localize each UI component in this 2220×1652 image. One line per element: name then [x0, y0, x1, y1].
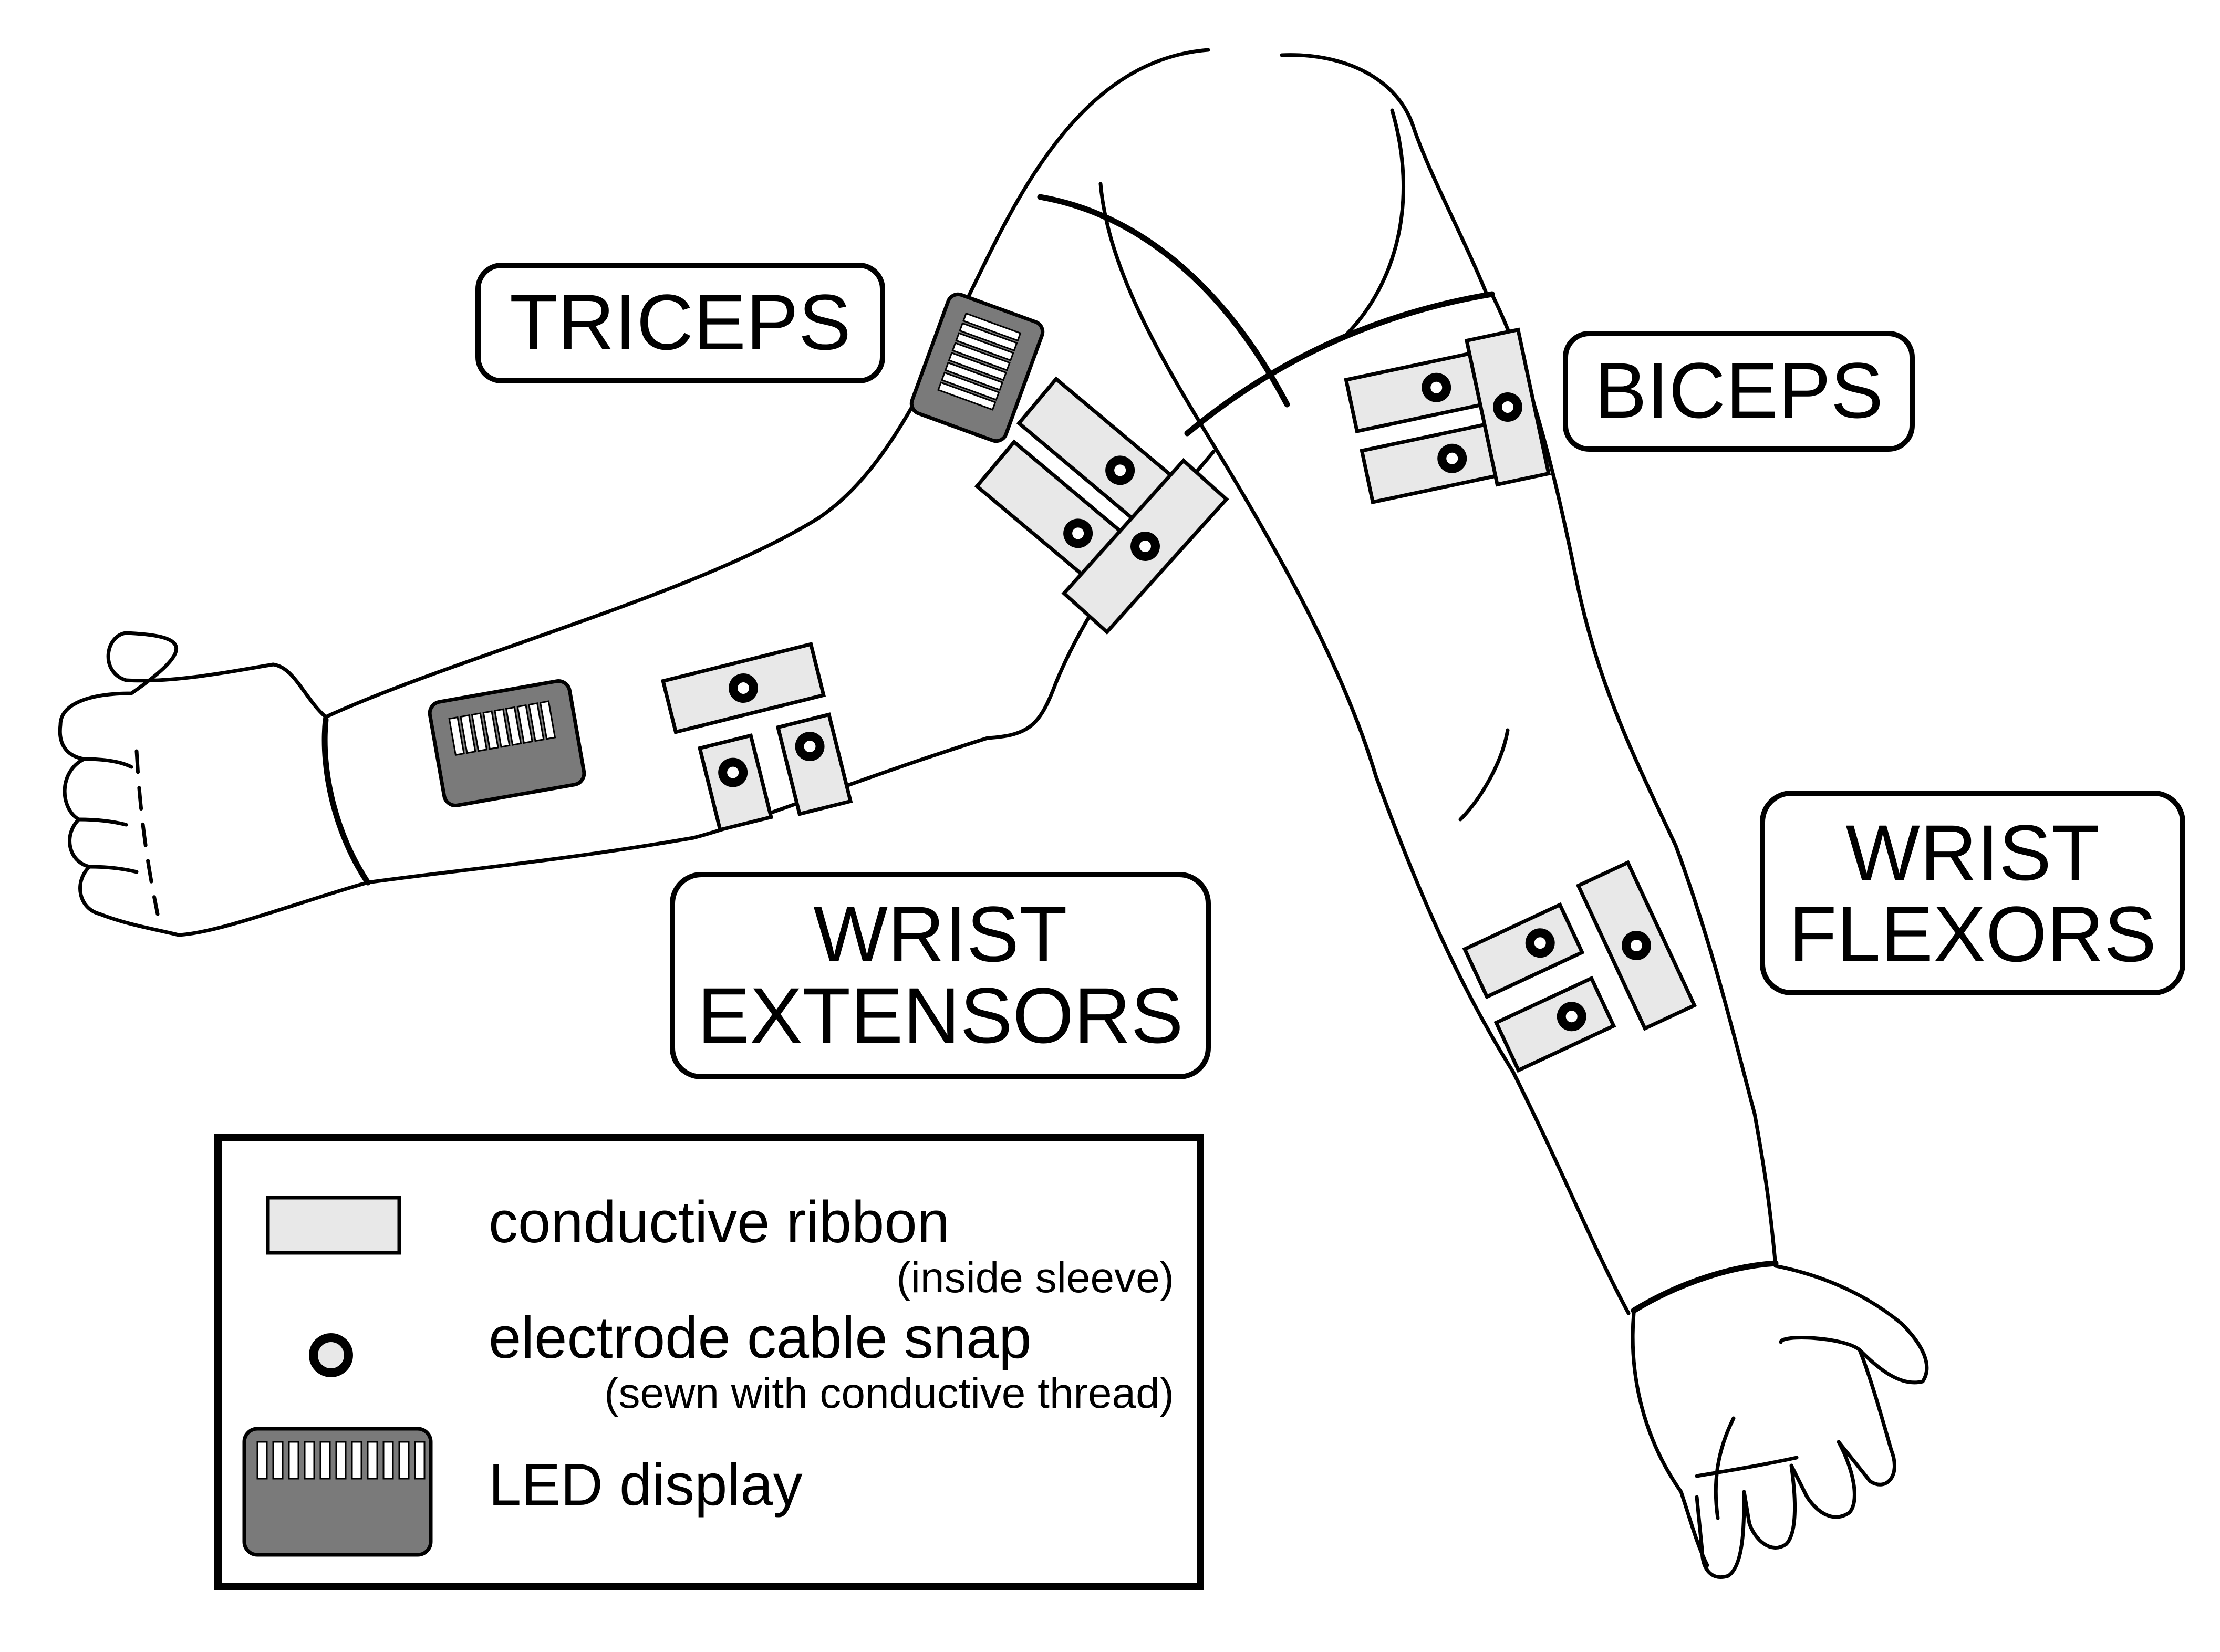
legend-snap-note: (sewn with conductive thread)	[604, 1369, 1174, 1417]
ribbon-flexors-1	[1462, 902, 1585, 1000]
left-hand-knuckle-2	[77, 817, 128, 827]
label-wrist-flexors-line1: WRIST	[1845, 808, 2099, 897]
legend-ribbon-label: conductive ribbon	[489, 1189, 950, 1255]
legend-snap-label: electrode cable snap	[489, 1305, 1032, 1370]
label-wrist-extensors-line2: EXTENSORS	[697, 971, 1183, 1059]
left-arm-shoulder-band	[1037, 194, 1290, 408]
legend-ribbon-swatch	[266, 1196, 401, 1255]
label-wrist-flexors-line2: FLEXORS	[1789, 890, 2156, 978]
ribbon-extensors-1	[660, 642, 826, 734]
wrist-extensors-electrodes	[428, 642, 853, 832]
right-arm-outer-outline	[1490, 292, 1778, 1268]
ribbon-flexors-2	[1493, 975, 1616, 1073]
right-arm-shoulder-top	[1280, 53, 1489, 296]
label-biceps: BICEPS	[1563, 331, 1915, 452]
biceps-electrodes	[1344, 327, 1551, 505]
right-arm-elbow-crease	[1458, 728, 1510, 822]
right-arm-shoulder-seam	[1343, 108, 1405, 338]
legend-snap-icon	[309, 1333, 353, 1377]
ribbon-biceps-1	[1344, 349, 1493, 434]
led-segments	[937, 312, 1022, 411]
left-hand-knuckle-1	[82, 757, 133, 769]
left-hand-finger-line	[134, 749, 160, 916]
right-arm	[1098, 53, 1929, 1579]
ribbon-extensors-3	[775, 712, 853, 816]
legend-led-label: LED display	[489, 1452, 803, 1518]
led-segments	[448, 700, 556, 756]
label-wrist-extensors: WRIST EXTENSORS	[670, 872, 1211, 1079]
ribbon-biceps-2	[1360, 420, 1509, 505]
triceps-electrodes	[909, 292, 1229, 635]
right-hand	[1631, 1264, 1929, 1579]
right-arm-cuff	[1631, 1260, 1779, 1314]
ribbon-biceps-3	[1464, 327, 1551, 487]
right-arm-upper-band	[1184, 291, 1495, 437]
label-triceps: TRICEPS	[475, 263, 885, 383]
right-hand-palm-line-1	[1714, 1416, 1736, 1520]
label-biceps-text: BICEPS	[1594, 346, 1883, 434]
ribbon-flexors-3	[1575, 860, 1697, 1031]
left-arm-cuff	[321, 716, 371, 886]
legend-led-icon	[242, 1427, 433, 1557]
wrist-flexors-electrodes	[1462, 860, 1697, 1073]
left-arm-upper-outline	[324, 48, 1210, 719]
label-wrist-extensors-line1: WRIST	[813, 890, 1067, 978]
right-arm-inner-outline	[1098, 182, 1631, 1315]
legend: conductive ribbon (inside sleeve) electr…	[214, 1134, 1204, 1590]
left-hand-knuckle-3	[87, 865, 139, 874]
left-hand	[58, 631, 370, 937]
label-triceps-text: TRICEPS	[510, 278, 851, 366]
led-display-triceps	[909, 292, 1045, 443]
label-wrist-flexors: WRIST FLEXORS	[1760, 791, 2185, 995]
right-hand-palm-line-2	[1695, 1456, 1799, 1478]
ribbon-extensors-2	[697, 733, 774, 832]
led-display-extensors	[428, 679, 586, 807]
ribbon-triceps-3	[1061, 458, 1229, 635]
legend-ribbon-note: (inside sleeve)	[896, 1254, 1174, 1302]
